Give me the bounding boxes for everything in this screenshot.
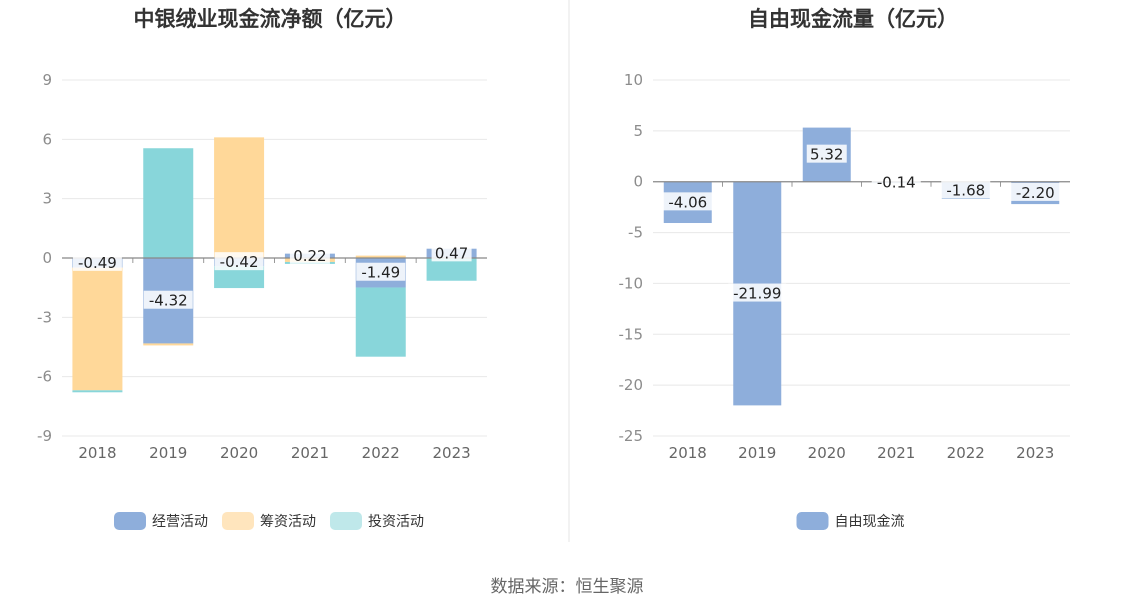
data-label-bg <box>663 192 713 211</box>
legend-label: 经营活动 <box>152 514 208 530</box>
y-tick-label: -25 <box>619 427 644 445</box>
chart-title: 中银绒业现金流净额（亿元） <box>134 7 407 31</box>
legend-swatch <box>222 512 254 530</box>
bar[interactable] <box>72 390 123 393</box>
data-label: -0.42 <box>220 253 259 271</box>
data-label: -4.06 <box>668 193 707 211</box>
y-tick-label: -6 <box>37 368 52 386</box>
data-label: -21.99 <box>733 285 781 303</box>
y-tick-label: 10 <box>624 71 643 89</box>
data-label-bg <box>214 252 264 271</box>
x-tick-label: 2020 <box>220 444 258 462</box>
chart-title: 自由现金流量（亿元） <box>748 7 958 31</box>
x-tick-label: 2020 <box>808 444 846 462</box>
x-tick-label: 2021 <box>877 444 915 462</box>
legend-swatch <box>330 512 362 530</box>
y-tick-label: 3 <box>42 190 52 208</box>
y-tick-label: -20 <box>619 376 644 394</box>
legend-swatch <box>796 512 829 530</box>
bar[interactable] <box>143 148 194 258</box>
data-label: 0.22 <box>293 247 326 265</box>
data-label: -0.14 <box>877 173 916 191</box>
data-label-bg <box>806 144 847 163</box>
bar[interactable] <box>426 258 477 281</box>
y-tick-label: 6 <box>42 130 52 148</box>
data-label-bg <box>143 290 193 309</box>
bar[interactable] <box>214 137 265 258</box>
legend-label: 筹资活动 <box>260 513 316 530</box>
y-tick-label: -10 <box>619 274 644 292</box>
cash-flow-chart: 中银绒业现金流净额（亿元） 9 6 3 0 -3 -6 -9 2018 2019 2020 2021… <box>37 7 487 530</box>
data-label: 5.32 <box>810 146 843 164</box>
legend-label: 自由现金流 <box>835 514 905 530</box>
bar[interactable] <box>214 266 265 289</box>
data-label-bg <box>1010 182 1060 201</box>
data-label: -1.49 <box>361 264 400 282</box>
y-tick-label: 0 <box>42 249 52 267</box>
bar[interactable] <box>355 287 406 357</box>
data-label: -1.68 <box>946 181 985 199</box>
data-label-bg <box>356 262 406 281</box>
data-label-bg <box>871 172 921 191</box>
x-tick-label: 2021 <box>291 444 329 462</box>
free-cash-flow-chart: 自由现金流量（亿元） 10 5 0 -5 -10 -15 -20 -25 2018 2019 202… <box>619 7 1070 530</box>
legend-item[interactable]: 经营活动 <box>114 512 208 530</box>
x-tick-label: 2023 <box>432 444 470 462</box>
y-tick-label: -3 <box>37 308 52 326</box>
x-tick-label: 2018 <box>78 444 116 462</box>
data-label: -0.49 <box>78 254 117 272</box>
y-tick-label: 9 <box>42 71 52 89</box>
y-tick-label: -9 <box>37 427 52 445</box>
legend-swatch <box>114 512 146 530</box>
bar[interactable] <box>143 343 194 346</box>
data-label-bg <box>728 283 787 302</box>
legend-label: 投资活动 <box>368 514 424 530</box>
x-tick-label: 2019 <box>738 444 776 462</box>
x-tick-label: 2022 <box>947 444 985 462</box>
y-tick-label: -5 <box>628 224 643 242</box>
data-label-bg <box>941 180 991 199</box>
data-label: -4.32 <box>149 292 188 310</box>
x-tick-label: 2018 <box>669 444 707 462</box>
y-tick-label: 0 <box>633 173 643 191</box>
x-tick-label: 2019 <box>149 444 187 462</box>
data-label-bg <box>431 243 472 262</box>
bar[interactable] <box>355 255 406 258</box>
data-label-bg <box>289 245 330 264</box>
data-source: 数据来源：恒生聚源 <box>491 577 644 597</box>
x-tick-label: 2022 <box>362 444 400 462</box>
bar[interactable] <box>72 267 123 391</box>
y-tick-label: 5 <box>633 122 643 140</box>
legend-item[interactable]: 筹资活动 <box>222 512 316 530</box>
data-label-bg <box>72 252 122 271</box>
legend-item[interactable]: 自由现金流 <box>796 512 905 530</box>
legend-item[interactable]: 投资活动 <box>330 512 424 530</box>
data-label: -2.20 <box>1016 184 1055 202</box>
data-label: 0.47 <box>435 244 468 262</box>
x-tick-label: 2023 <box>1016 444 1054 462</box>
y-tick-label: -15 <box>619 325 644 343</box>
